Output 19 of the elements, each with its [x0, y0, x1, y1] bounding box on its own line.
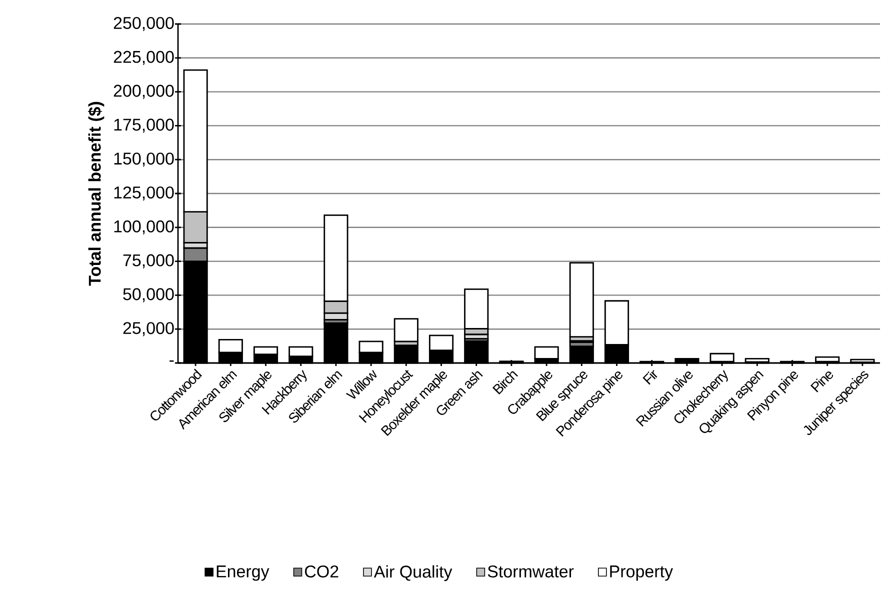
y-tick-label: 200,000	[114, 84, 174, 99]
x-tick-label: Fir	[642, 370, 658, 385]
x-tick-label: Pine	[810, 372, 834, 392]
y-tick-label: 250,000	[114, 16, 174, 32]
y-tick-label: 225,000	[114, 50, 174, 65]
y-tick-label: -	[170, 360, 174, 362]
y-tick-label: 50,000	[123, 288, 174, 302]
legend-label: Air Quality	[374, 565, 452, 582]
legend-label: Stormwater	[488, 565, 574, 578]
y-tick-label: 125,000	[114, 186, 174, 201]
y-tick-label: 100,000	[114, 220, 174, 234]
y-axis-title: Total annual benefit ($)	[88, 102, 104, 286]
y-tick-label: 150,000	[114, 152, 174, 167]
legend-label: Energy	[216, 566, 270, 581]
y-tick-label: 25,000	[123, 322, 174, 336]
legend-label: CO2	[304, 565, 338, 578]
y-tick-label: 75,000	[123, 254, 174, 268]
legend-label: Property	[610, 566, 673, 581]
y-tick-label: 175,000	[114, 118, 174, 133]
